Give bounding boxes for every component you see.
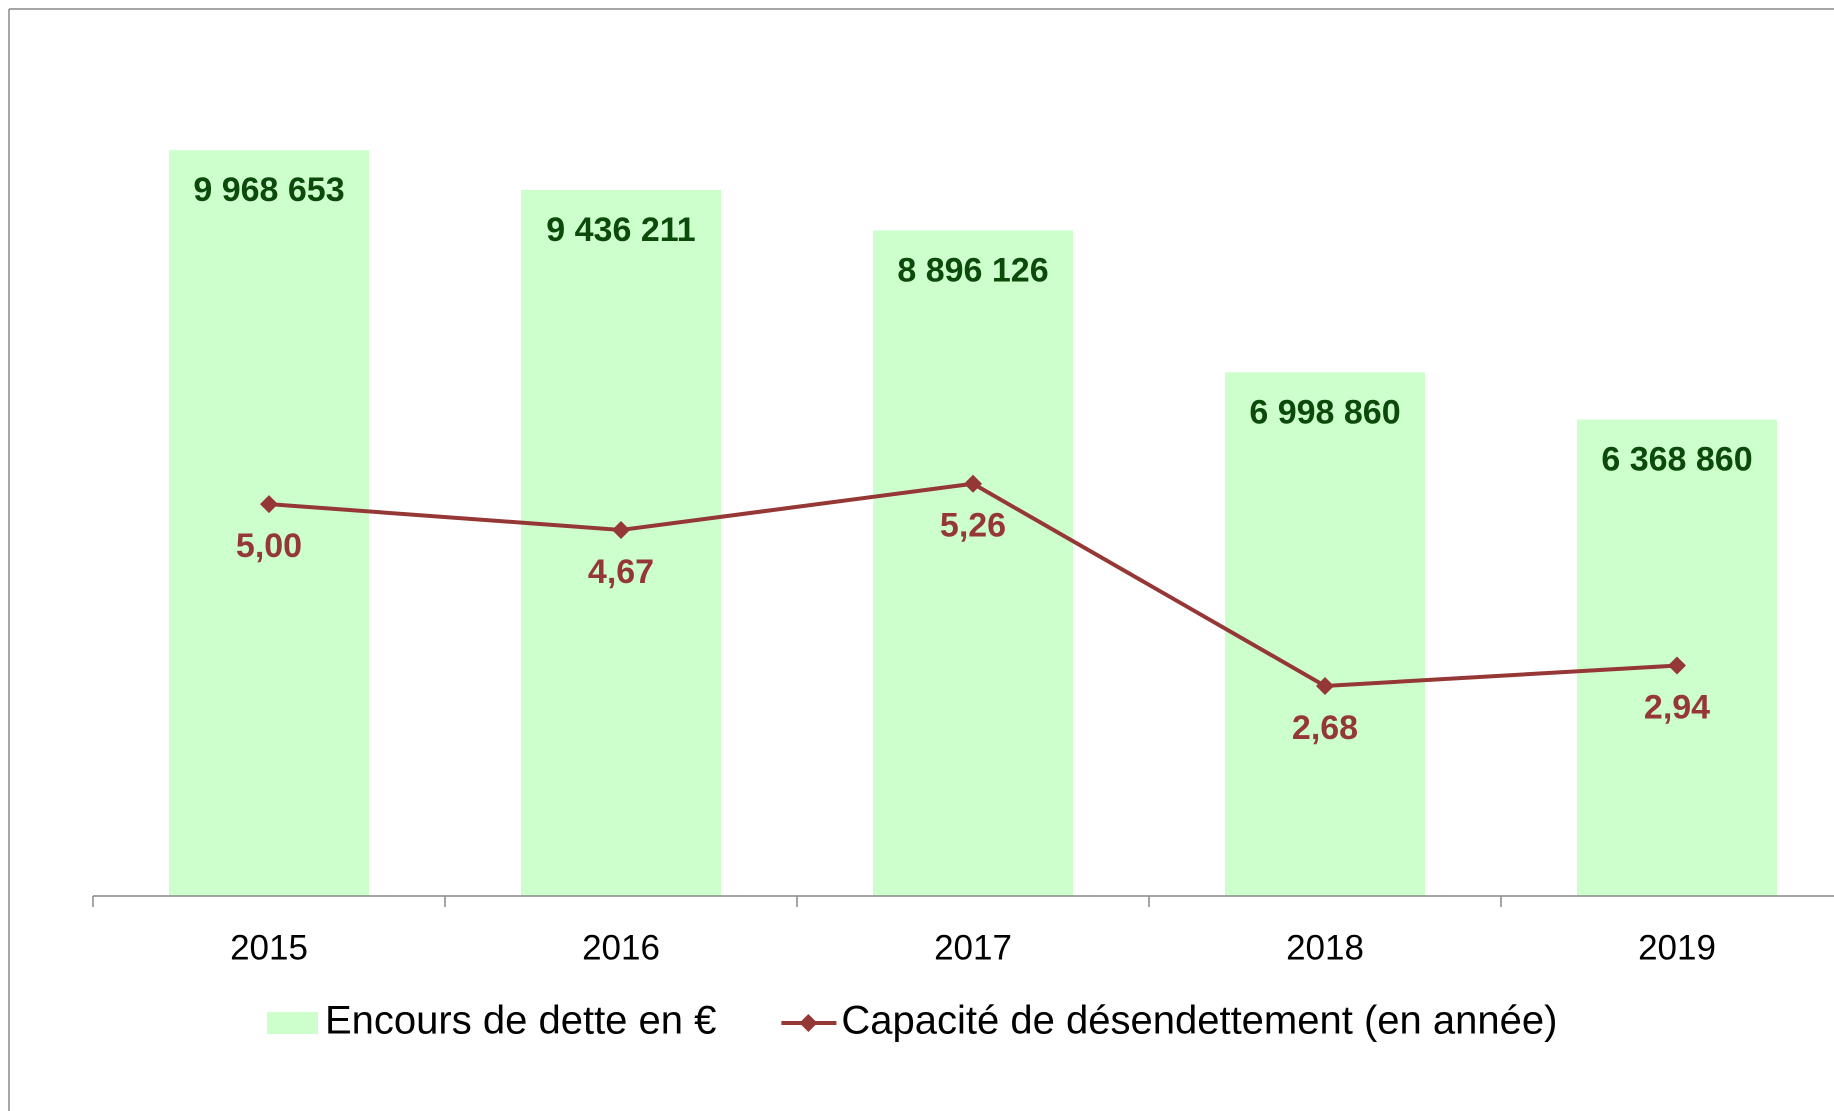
bar xyxy=(873,230,1073,896)
line-value-label: 2,94 xyxy=(1644,689,1710,727)
bar-value-label: 9 436 211 xyxy=(546,211,695,249)
line-marker xyxy=(260,495,278,514)
line-marker xyxy=(1668,656,1686,675)
bar xyxy=(169,150,369,896)
bar xyxy=(521,189,721,896)
bar-value-label: 9 968 653 xyxy=(193,171,344,209)
line-value-label: 4,67 xyxy=(588,553,654,591)
line-marker xyxy=(964,474,982,493)
bar-value-label: 8 896 126 xyxy=(897,251,1048,289)
line-marker xyxy=(1316,676,1334,695)
legend-label: Capacité de désendettement (en année) xyxy=(841,999,1557,1043)
x-tick-label: 2019 xyxy=(1638,928,1716,967)
bar xyxy=(1225,372,1425,896)
line-value-label: 5,26 xyxy=(940,507,1006,545)
x-tick-label: 2016 xyxy=(582,928,660,967)
legend-marker xyxy=(799,1014,818,1032)
x-tick-label: 2017 xyxy=(934,928,1012,967)
x-tick-label: 2018 xyxy=(1286,928,1364,967)
line-value-label: 2,68 xyxy=(1292,709,1358,747)
line-value-label: 5,00 xyxy=(236,527,302,565)
legend-label: Encours de dette en € xyxy=(325,999,716,1043)
bar-value-label: 6 998 860 xyxy=(1249,393,1400,431)
bar-value-label: 6 368 860 xyxy=(1601,440,1752,478)
line-marker xyxy=(612,520,630,539)
x-tick-label: 2015 xyxy=(230,928,308,967)
legend-swatch xyxy=(267,1012,318,1034)
